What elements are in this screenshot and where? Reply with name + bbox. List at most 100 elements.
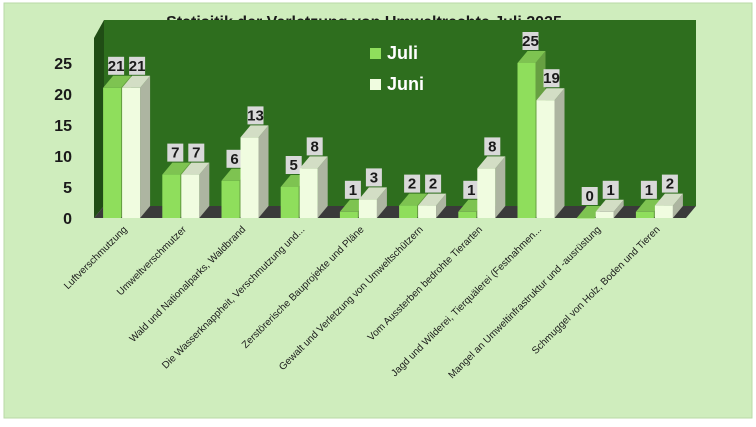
data-label: 1 <box>349 182 357 199</box>
data-label: 21 <box>108 58 125 75</box>
data-label: 1 <box>467 182 475 199</box>
bar-side-juni <box>613 199 624 218</box>
bar-top-juli <box>576 206 605 218</box>
bar-top-juni <box>536 88 565 101</box>
data-label-box <box>543 69 560 88</box>
data-label-box <box>484 137 501 156</box>
data-label-box <box>226 149 243 168</box>
y-tick-label: 0 <box>63 211 72 228</box>
data-label: 2 <box>429 176 437 193</box>
bar-juli <box>339 211 358 218</box>
legend: Juli Juni <box>370 43 424 94</box>
data-label: 6 <box>230 151 238 168</box>
data-label-box <box>306 137 323 156</box>
bar-top-juni <box>595 199 624 212</box>
data-label-box <box>661 174 678 193</box>
data-label-box <box>463 180 480 199</box>
data-label-box <box>365 168 382 187</box>
bar-top-juli <box>103 75 132 88</box>
bar-juli <box>399 205 418 218</box>
bar-juni <box>536 100 555 218</box>
bar-juli <box>635 211 654 218</box>
bar-juni <box>654 205 673 218</box>
data-label: 2 <box>408 176 416 193</box>
data-label: 21 <box>129 58 146 75</box>
data-label-box <box>129 56 146 75</box>
bar-juli <box>280 187 299 218</box>
data-label-box <box>404 174 421 193</box>
data-label: 8 <box>488 138 496 155</box>
bar-juli <box>576 218 595 219</box>
data-label-box <box>522 32 539 50</box>
bar-top-juli <box>162 162 191 175</box>
legend-label-juli: Juli <box>387 43 418 63</box>
data-label: 0 <box>586 188 594 205</box>
legend-swatch-juli <box>370 48 381 59</box>
bar-side-juni <box>436 193 447 218</box>
bar-side-juni <box>140 75 151 218</box>
bar-top-juni <box>654 193 683 206</box>
bar-juni <box>418 205 437 218</box>
bar-juni <box>122 87 141 218</box>
y-tick-label: 25 <box>54 56 72 73</box>
bar-top-juni <box>240 125 269 138</box>
bar-side-juni <box>376 187 387 218</box>
y-tick-label: 20 <box>54 87 72 104</box>
legend-swatch-juni <box>370 79 381 90</box>
data-label: 8 <box>311 138 319 155</box>
bar-top-juni <box>418 193 447 206</box>
data-label: 7 <box>171 145 179 162</box>
y-tick-label: 10 <box>54 149 72 166</box>
bar-juli <box>162 174 181 218</box>
data-label-box <box>581 187 598 205</box>
data-label-box <box>602 180 619 199</box>
data-label-box <box>640 180 657 199</box>
bar-juni <box>299 168 318 218</box>
data-label-box <box>108 56 125 75</box>
data-label-box <box>425 174 442 193</box>
bar-side-juni <box>258 125 269 218</box>
bar-side-juni <box>672 193 683 218</box>
bar-juli <box>221 180 240 218</box>
bar-top-juli <box>517 51 546 63</box>
data-label: 25 <box>522 33 539 50</box>
legend-label-juni: Juni <box>387 74 424 94</box>
bar-juli <box>458 211 477 218</box>
bar-top-juli <box>635 199 664 212</box>
bar-juni <box>595 211 614 218</box>
data-label: 13 <box>247 107 264 124</box>
y-tick-label: 5 <box>63 180 72 197</box>
bar-juni <box>181 174 200 218</box>
bar-side-juni <box>317 156 328 218</box>
bar-juni <box>240 137 259 218</box>
data-label: 2 <box>666 176 674 193</box>
y-tick-label: 15 <box>54 118 72 135</box>
data-label: 3 <box>370 169 378 186</box>
data-label-box <box>344 180 361 199</box>
data-label-box <box>167 143 184 162</box>
bar-top-juni <box>299 156 328 169</box>
bar-top-juni <box>358 187 387 200</box>
bar-side-juni <box>495 156 506 218</box>
bar-side-juni <box>199 162 210 218</box>
data-label-box <box>285 156 302 174</box>
plot-side-wall <box>94 20 104 218</box>
data-label: 5 <box>290 157 298 174</box>
bar-juni <box>477 168 496 218</box>
data-label: 19 <box>543 70 560 87</box>
bar-juni <box>358 199 377 218</box>
bar-top-juni <box>181 162 210 175</box>
bar-top-juni <box>477 156 506 169</box>
data-label: 1 <box>645 182 653 199</box>
bar-juli <box>517 63 536 218</box>
data-label-box <box>188 143 205 162</box>
data-label: 7 <box>192 145 200 162</box>
bar-side-juni <box>554 88 565 218</box>
bar-top-juni <box>122 75 151 88</box>
data-label-box <box>247 106 264 125</box>
data-label: 1 <box>607 182 615 199</box>
bar-juli <box>103 87 122 218</box>
bar-top-juli <box>399 193 428 206</box>
